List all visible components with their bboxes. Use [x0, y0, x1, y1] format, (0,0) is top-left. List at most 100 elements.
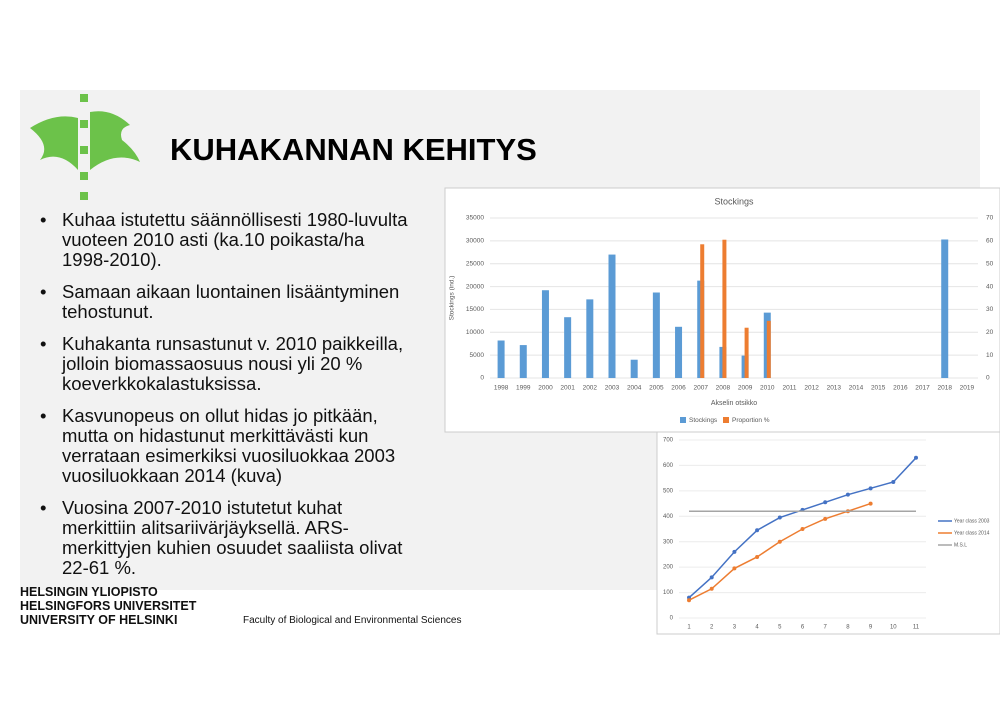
point — [823, 500, 828, 505]
point — [755, 554, 760, 559]
bar — [675, 326, 683, 378]
x-tick-label: 2013 — [827, 385, 842, 392]
y-tick-label: 300 — [663, 539, 674, 545]
legend-swatch — [723, 417, 729, 423]
x-tick-label: 1999 — [516, 385, 531, 392]
legend-label: Year class 2014 — [954, 530, 990, 536]
x-tick-label: 2014 — [849, 385, 864, 392]
x-tick-label: 4 — [755, 625, 759, 631]
point — [868, 501, 873, 506]
bullet: Kuhaa istutettu säännöllisesti 1980-luvu… — [38, 210, 413, 270]
x-tick-label: 2018 — [937, 385, 952, 392]
bar — [519, 345, 527, 378]
point — [845, 492, 850, 497]
point — [687, 598, 691, 603]
point — [732, 566, 737, 571]
y2-tick-label: 60 — [986, 238, 994, 245]
x-tick-label: 6 — [801, 625, 805, 631]
bar — [652, 292, 660, 378]
y-tick-label: 10000 — [466, 329, 484, 336]
bullet: Vuosina 2007-2010 istutetut kuhat merkit… — [38, 498, 413, 578]
point — [732, 549, 737, 554]
x-tick-label: 2017 — [915, 385, 930, 392]
y2-tick-label: 20 — [986, 329, 994, 336]
slide-title: KUHAKANNAN KEHITYS — [170, 132, 537, 167]
x-tick-label: 2011 — [782, 385, 796, 392]
logo-line: HELSINGFORS UNIVERSITET — [20, 599, 197, 613]
bar — [766, 320, 771, 378]
x-axis-label: Akselin otsikko — [711, 400, 757, 407]
x-tick-label: 2009 — [738, 385, 753, 392]
y-tick-label: 100 — [663, 590, 674, 596]
point — [800, 527, 805, 531]
point — [777, 515, 782, 520]
y2-tick-label: 70 — [986, 215, 994, 222]
point — [709, 575, 714, 580]
x-tick-label: 2007 — [693, 385, 708, 392]
bullet-list: Kuhaa istutettu säännöllisesti 1980-luvu… — [38, 210, 413, 590]
point — [777, 539, 782, 544]
y-tick-label: 200 — [663, 565, 674, 571]
x-tick-label: 3 — [733, 625, 737, 631]
point — [755, 528, 760, 533]
x-tick-label: 2012 — [804, 385, 819, 392]
bar — [722, 239, 727, 378]
x-tick-label: 2001 — [560, 385, 575, 392]
bullet: Kuhakanta runsastunut v. 2010 paikkeilla… — [38, 334, 413, 394]
x-tick-label: 8 — [846, 625, 850, 631]
x-tick-label: 9 — [869, 625, 873, 631]
chart-title: Stockings — [714, 196, 754, 206]
x-tick-label: 2004 — [627, 385, 642, 392]
logo — [30, 94, 140, 200]
x-tick-label: 2008 — [716, 385, 731, 392]
point — [914, 455, 918, 460]
y2-tick-label: 10 — [986, 352, 994, 359]
footer: Faculty of Biological and Environmental … — [243, 615, 462, 626]
x-tick-label: 5 — [778, 625, 782, 631]
y-tick-label: 500 — [663, 488, 674, 494]
y2-tick-label: 30 — [986, 306, 994, 313]
y-tick-label: 600 — [663, 463, 674, 469]
bar — [630, 359, 638, 378]
y2-tick-label: 50 — [986, 260, 994, 267]
y-tick-label: 5000 — [470, 352, 485, 359]
legend-label: Stockings — [689, 417, 718, 424]
bar — [744, 327, 749, 378]
point — [823, 516, 828, 521]
x-tick-label: 2005 — [649, 385, 664, 392]
x-tick-label: 2015 — [871, 385, 886, 392]
x-tick-label: 7 — [824, 625, 828, 631]
y2-tick-label: 0 — [986, 375, 990, 382]
x-tick-label: 2003 — [605, 385, 620, 392]
x-tick-label: 2019 — [960, 385, 975, 392]
bullet: Kasvunopeus on ollut hidas jo pitkään, m… — [38, 406, 413, 486]
y-tick-label: 20000 — [466, 283, 484, 290]
legend-swatch — [680, 417, 686, 423]
bar — [608, 254, 616, 378]
university-name: HELSINGIN YLIOPISTO HELSINGFORS UNIVERSIT… — [20, 585, 196, 627]
bullet: Samaan aikaan luontainen lisääntyminen t… — [38, 282, 413, 322]
bar — [586, 299, 594, 378]
bar — [541, 290, 549, 378]
x-tick-label: 2 — [710, 625, 714, 631]
point — [709, 586, 714, 591]
y-tick-label: 25000 — [466, 260, 484, 267]
x-tick-label: 10 — [890, 625, 897, 631]
y2-tick-label: 40 — [986, 283, 994, 290]
bar — [497, 340, 505, 378]
y-tick-label: 400 — [663, 514, 674, 520]
x-tick-label: 2006 — [671, 385, 686, 392]
legend-label: M.S.L — [954, 542, 967, 548]
y-tick-label: 15000 — [466, 306, 484, 313]
y-tick-label: 0 — [480, 375, 484, 382]
y-axis-label: Stockings (ind.) — [449, 276, 456, 321]
x-tick-label: 2000 — [538, 385, 553, 392]
logo-line: HELSINGIN YLIOPISTO — [20, 585, 158, 599]
y-tick-label: 35000 — [466, 215, 484, 222]
legend-label: Proportion % — [732, 417, 770, 424]
legend-label: Year class 2003 — [954, 518, 990, 524]
y-tick-label: 700 — [663, 438, 674, 444]
x-tick-label: 2016 — [893, 385, 908, 392]
